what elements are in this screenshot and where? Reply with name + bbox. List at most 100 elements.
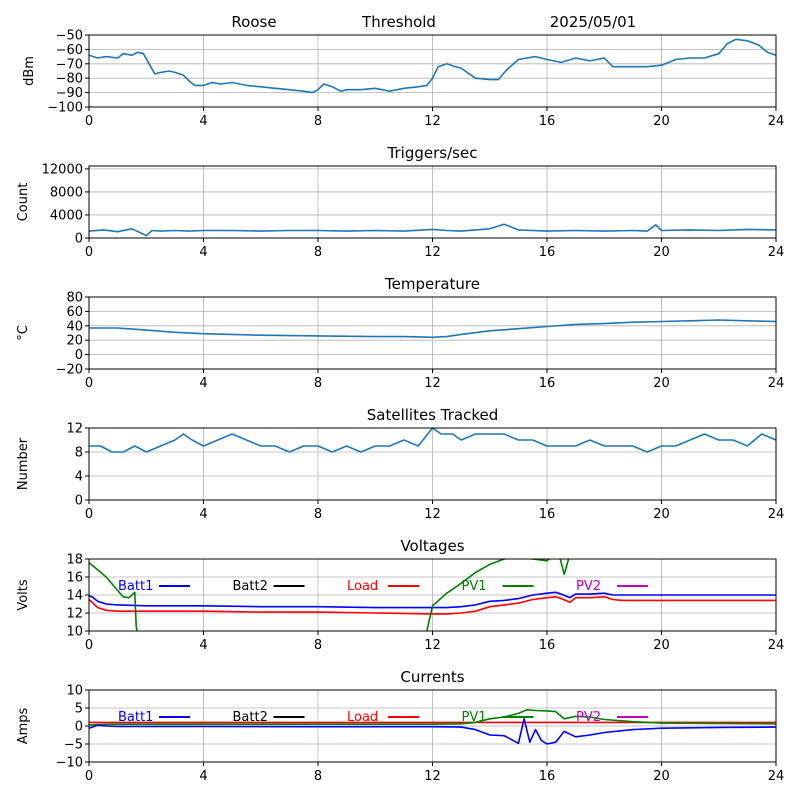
x-tick-label: 20: [653, 114, 670, 129]
x-tick-label: 12: [424, 376, 441, 391]
y-tick-label: 12: [66, 422, 83, 437]
triggers-series: [89, 223, 776, 237]
chart-signal: 0 4 8 12 16 20 24 −100−90−80−70−60−50 dBm: [22, 29, 784, 130]
triggers-y-axis: 0 4000 8000 12000: [42, 162, 89, 247]
chart-panels: 0 4 8 12 16 20 24 −100−90−80−70−60−50 dBm 0 4 8 12 16…: [16, 29, 784, 785]
y-tick-label: 0: [75, 494, 83, 509]
currents-x-axis: 0 4 8 12 16 20 24: [85, 762, 784, 784]
signal-x-axis: 0 4 8 12 16 20 24: [85, 107, 784, 129]
y-tick-label: 12: [66, 607, 83, 622]
x-tick-label: 16: [539, 638, 556, 653]
y-tick-label: 12000: [42, 162, 83, 177]
voltages-title: Voltages: [400, 537, 464, 555]
y-tick-label: 18: [66, 553, 83, 568]
satellites-series: [89, 428, 776, 453]
legend-label-batt2: Batt2: [233, 579, 268, 594]
x-tick-label: 0: [85, 114, 93, 129]
x-tick-label: 24: [768, 245, 785, 260]
x-tick-label: 4: [199, 507, 207, 522]
y-tick-label: −20: [56, 363, 83, 378]
y-tick-label: 8000: [50, 185, 83, 200]
y-tick-label: 5: [75, 702, 83, 717]
x-tick-label: 24: [768, 114, 785, 129]
signal-gridlines: [88, 34, 777, 108]
voltages-series-line-load-1: [89, 595, 776, 615]
legend-label-pv1: PV1: [462, 710, 487, 725]
x-tick-label: 8: [314, 769, 322, 784]
x-tick-label: 8: [314, 114, 322, 129]
y-tick-label: −100: [47, 101, 83, 116]
currents-y-axis: −10 −5 0 5 10: [56, 684, 89, 771]
x-tick-label: 24: [768, 769, 785, 784]
x-tick-label: 12: [424, 638, 441, 653]
y-tick-label: 0: [75, 348, 83, 363]
x-tick-label: 0: [85, 507, 93, 522]
legend-label-load: Load: [347, 710, 378, 725]
satellites-y-axis: 0 4 8 12: [66, 422, 89, 509]
y-tick-label: 10: [66, 625, 83, 640]
x-tick-label: 24: [768, 638, 785, 653]
legend-label-pv2: PV2: [576, 579, 601, 594]
x-tick-label: 8: [314, 638, 322, 653]
x-tick-label: 4: [199, 638, 207, 653]
voltages-ylabel: Volts: [16, 579, 31, 611]
triggers-title: Triggers/sec: [387, 144, 478, 162]
triggers-gridlines: [88, 166, 777, 239]
currents-ylabel: Amps: [16, 707, 31, 744]
signal-y-axis: −100−90−80−70−60−50: [47, 29, 89, 116]
y-tick-label: −60: [56, 43, 83, 58]
y-tick-label: 0: [75, 232, 83, 247]
temperature-series-line-default-0: [89, 319, 776, 339]
y-tick-label: −50: [56, 29, 83, 44]
x-tick-label: 0: [85, 245, 93, 260]
satellites-gridlines: [88, 427, 777, 501]
x-tick-label: 12: [424, 769, 441, 784]
currents-title: Currents: [400, 668, 464, 686]
y-tick-label: −70: [56, 57, 83, 72]
satellites-x-axis: 0 4 8 12 16 20 24: [85, 500, 784, 522]
x-tick-label: 12: [424, 114, 441, 129]
y-tick-label: 16: [66, 571, 83, 586]
chart-triggers: 0 4 8 12 16 20 24 0 4000 8000 12000 Triggers/sec Cou…: [16, 144, 784, 260]
y-tick-label: 40: [66, 319, 83, 334]
currents-series: [89, 708, 776, 745]
signal-ylabel: dBm: [22, 56, 37, 86]
voltages-y-axis: 10 12 14 16 18: [66, 553, 89, 640]
x-tick-label: 8: [314, 507, 322, 522]
legend-label-batt1: Batt1: [118, 579, 153, 594]
y-tick-label: −10: [56, 756, 83, 771]
x-tick-label: 20: [653, 376, 670, 391]
y-tick-label: −90: [56, 86, 83, 101]
y-tick-label: 4: [75, 470, 83, 485]
y-tick-label: −5: [64, 738, 83, 753]
satellites-series-line-default-0: [89, 428, 776, 453]
date-label: 2025/05/01: [550, 13, 636, 31]
x-tick-label: 16: [539, 245, 556, 260]
voltages-x-axis: 0 4 8 12 16 20 24: [85, 631, 784, 653]
x-tick-label: 24: [768, 376, 785, 391]
y-tick-label: 4000: [50, 208, 83, 223]
y-tick-label: 60: [66, 305, 83, 320]
satellites-ylabel: Number: [16, 437, 31, 490]
header: Roose Threshold 2025/05/01: [231, 13, 636, 31]
triggers-ylabel: Count: [16, 183, 31, 222]
x-tick-label: 20: [653, 507, 670, 522]
x-tick-label: 4: [199, 245, 207, 260]
temperature-series: [89, 319, 776, 339]
x-tick-label: 16: [539, 376, 556, 391]
voltages-series-line-batt1-0: [89, 591, 776, 609]
x-tick-label: 16: [539, 507, 556, 522]
satellites-title: Satellites Tracked: [367, 406, 498, 424]
y-tick-label: 14: [66, 589, 83, 604]
legend-label-pv2: PV2: [576, 710, 601, 725]
x-tick-label: 8: [314, 245, 322, 260]
legend-label-batt1: Batt1: [118, 710, 153, 725]
x-tick-label: 4: [199, 769, 207, 784]
temperature-ylabel: °C: [16, 325, 31, 341]
x-tick-label: 0: [85, 769, 93, 784]
x-tick-label: 12: [424, 507, 441, 522]
x-tick-label: 20: [653, 638, 670, 653]
